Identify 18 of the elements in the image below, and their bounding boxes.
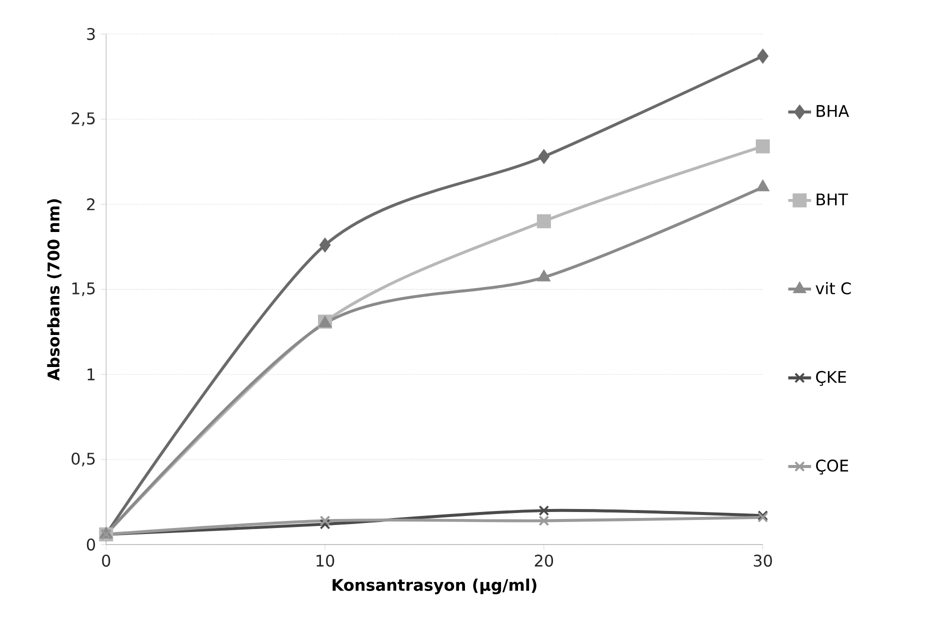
legend-label: vit C <box>816 282 851 295</box>
legend-label: BHT <box>816 194 848 206</box>
legend-label: ÇOE <box>816 460 848 475</box>
x-tick-label: 30 <box>754 554 772 567</box>
x-tick-label: 20 <box>534 554 554 567</box>
y-tick-label: 0 <box>86 538 95 551</box>
x-tick-label: 0 <box>102 554 110 567</box>
x-axis-title: Konsantrasyon (µg/ml) <box>332 578 536 594</box>
y-tick-label: 2 <box>87 198 94 210</box>
y-axis-title: Absorbans (700 nm) <box>47 199 62 381</box>
x-tick-label: 10 <box>316 554 334 567</box>
legend-label: ÇKE <box>816 371 846 386</box>
y-tick-label: 3 <box>87 28 95 40</box>
legend-label: BHA <box>816 105 850 118</box>
y-tick-label: 2,5 <box>72 112 95 126</box>
y-tick-label: 0,5 <box>72 452 95 467</box>
y-tick-label: 1,5 <box>72 282 95 296</box>
y-tick-label: 1 <box>88 368 95 380</box>
